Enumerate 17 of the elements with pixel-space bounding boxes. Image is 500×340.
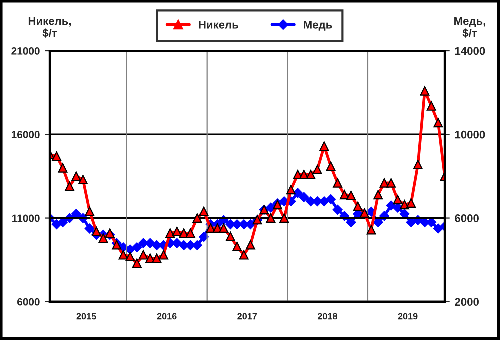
y-tick-label: 21000 bbox=[12, 48, 40, 55]
y-tick-label: 11000 bbox=[12, 214, 40, 222]
y2-tick-label: 10000 bbox=[455, 130, 486, 139]
y2-tick-label: 2000 bbox=[455, 298, 479, 306]
x-tick-label: 2015 bbox=[76, 313, 96, 320]
x-tick-label: 2016 bbox=[157, 313, 177, 320]
x-tick-label: 2018 bbox=[318, 313, 338, 320]
x-tick-label: 2019 bbox=[398, 313, 418, 320]
legend-label: Никель bbox=[199, 21, 238, 29]
y-axis-title: Никель, $/т bbox=[28, 17, 72, 38]
y-tick-label: 16000 bbox=[12, 131, 40, 139]
y2-tick-label: 6000 bbox=[455, 214, 479, 222]
legend-label: Медь bbox=[304, 21, 332, 31]
y2-axis-title: Медь, $/т bbox=[454, 17, 486, 38]
y2-tick-label: 14000 bbox=[455, 47, 486, 56]
x-tick-label: 2017 bbox=[238, 313, 258, 320]
y-tick-label: 6000 bbox=[17, 298, 40, 306]
